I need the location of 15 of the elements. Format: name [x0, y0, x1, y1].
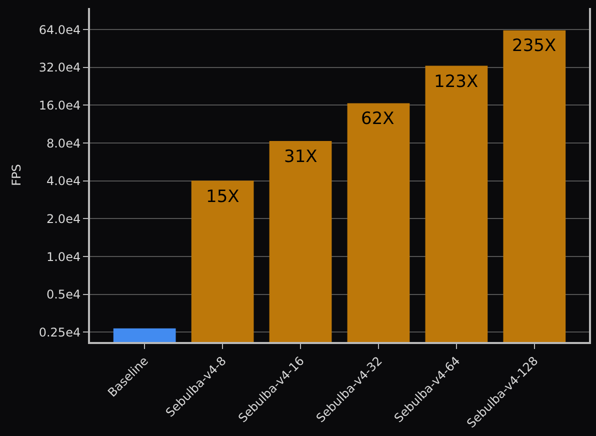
annotation: 62X: [361, 109, 395, 129]
y-tick-label: 0.5e4: [46, 288, 81, 302]
y-tick-label: 8.0e4: [46, 136, 81, 150]
y-tick-label: 0.25e4: [38, 325, 81, 340]
y-tick-label: 1.0e4: [46, 250, 81, 264]
annotation: 15X: [206, 187, 240, 207]
y-tick-label: 16.0e4: [38, 98, 81, 112]
annotation: 123X: [434, 72, 478, 92]
y-tick-label: 32.0e4: [38, 60, 81, 75]
y-tick-label: 4.0e4: [46, 174, 81, 188]
annotation: 31X: [284, 147, 318, 167]
y-tick-label: 2.0e4: [46, 212, 81, 226]
annotation: 235X: [512, 36, 556, 56]
y-axis-title: FPS: [10, 164, 24, 186]
y-tick-label: 64.0e4: [38, 22, 81, 37]
